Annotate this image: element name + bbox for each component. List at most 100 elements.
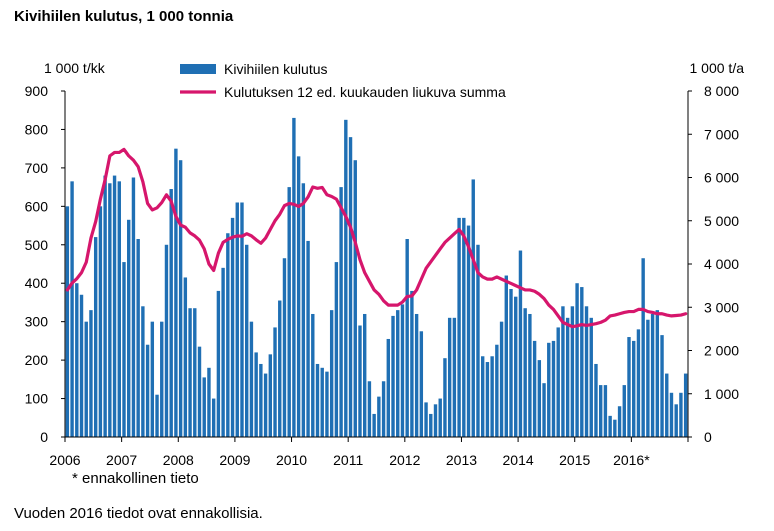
bar-month <box>476 244 480 437</box>
bar-month <box>112 175 117 437</box>
bar-month <box>155 394 159 437</box>
bar-month <box>594 363 598 437</box>
x-tick-label: 2007 <box>106 452 137 468</box>
x-tick-label: 2011 <box>333 452 363 468</box>
bar-month <box>632 340 636 437</box>
bar-month <box>396 310 400 437</box>
bar-month <box>136 239 140 437</box>
bar-month <box>160 321 164 437</box>
legend-bar-swatch <box>180 64 216 74</box>
x-tick-label: 2012 <box>389 452 420 468</box>
bar-month <box>245 244 249 437</box>
y-right-tick-label: 8 000 <box>704 83 739 99</box>
bar-month <box>268 354 273 437</box>
bar-month <box>565 317 570 437</box>
bar-month <box>424 402 428 437</box>
bar-month <box>296 156 301 438</box>
bar-month <box>570 306 575 437</box>
bar-series <box>65 117 688 438</box>
bar-month <box>537 360 542 437</box>
bar-month <box>480 356 485 437</box>
bar-month <box>443 358 447 437</box>
bar-month <box>315 363 320 437</box>
bar-month <box>410 290 414 437</box>
bar-month <box>301 183 306 437</box>
bar-month <box>197 346 202 437</box>
bar-month <box>377 396 381 437</box>
bar-month <box>617 406 622 437</box>
bar-month <box>254 352 258 437</box>
rolling-sum-line <box>65 147 688 329</box>
bar-month <box>414 313 419 437</box>
x-tick-label: 2013 <box>446 452 477 468</box>
y-right-unit-label: 1 000 t/a <box>690 60 745 76</box>
bar-month <box>372 413 376 437</box>
bar-month <box>150 321 155 437</box>
bar-month <box>75 283 79 437</box>
bar-month <box>433 404 438 437</box>
bar-month <box>325 371 329 437</box>
bar-month <box>447 317 452 437</box>
bar-month <box>211 398 216 437</box>
bar-month <box>363 313 367 437</box>
bar-month <box>183 277 188 437</box>
bar-month <box>669 392 674 437</box>
bar-month <box>400 304 405 437</box>
bar-month <box>542 383 546 437</box>
bar-month <box>145 344 150 437</box>
y-right-tick-label: 4 000 <box>704 256 739 272</box>
bar-month <box>311 313 315 437</box>
bar-month <box>259 363 263 437</box>
bar-month <box>646 319 650 437</box>
y-left-tick-label: 600 <box>25 198 49 214</box>
y-right-tick-label: 2 000 <box>704 343 739 359</box>
y-right-tick-label: 3 000 <box>704 299 739 315</box>
bar-month <box>278 300 282 437</box>
bar-month <box>207 367 211 437</box>
bar-month <box>561 306 565 437</box>
bar-month <box>329 310 334 437</box>
bar-month <box>353 160 357 437</box>
bar-month <box>580 287 584 437</box>
bar-month <box>660 335 664 437</box>
y-right-tick-label: 7 000 <box>704 126 739 142</box>
y-right-tick-label: 6 000 <box>704 170 739 186</box>
x-tick-label: 2010 <box>276 452 307 468</box>
bar-month <box>108 183 112 437</box>
preliminary-note: * ennakollinen tieto <box>72 470 199 487</box>
bar-month <box>504 275 508 437</box>
bar-month <box>391 315 395 437</box>
bar-month <box>169 189 173 437</box>
bar-month <box>608 415 612 437</box>
bar-month <box>499 321 504 437</box>
x-tick-label: 2008 <box>163 452 194 468</box>
bar-month <box>117 181 121 437</box>
bar-month <box>230 217 235 437</box>
bar-month <box>79 294 84 437</box>
bar-month <box>334 262 339 437</box>
bar-month <box>367 381 372 437</box>
bar-month <box>178 160 183 437</box>
bar-month <box>273 327 277 437</box>
bar-month <box>226 233 230 437</box>
y-right-tick-label: 5 000 <box>704 213 739 229</box>
bar-month <box>188 308 192 437</box>
bar-month <box>466 225 471 437</box>
bar-month <box>655 310 660 437</box>
bar-month <box>405 239 409 437</box>
bar-month <box>339 187 343 437</box>
bar-month <box>131 177 136 437</box>
bar-month <box>589 317 593 437</box>
bar-month <box>584 306 589 437</box>
bar-month <box>122 262 126 437</box>
bar-month <box>674 404 678 437</box>
y-left-tick-label: 200 <box>25 352 49 368</box>
y-right-tick-label: 1 000 <box>704 386 739 402</box>
bar-month <box>292 117 296 437</box>
chart-title: Kivihiilen kulutus, 1 000 tonnia <box>14 8 234 25</box>
bar-month <box>683 373 688 437</box>
bar-month <box>235 202 239 437</box>
bar-month <box>650 313 655 437</box>
y-left-tick-label: 300 <box>25 314 49 330</box>
